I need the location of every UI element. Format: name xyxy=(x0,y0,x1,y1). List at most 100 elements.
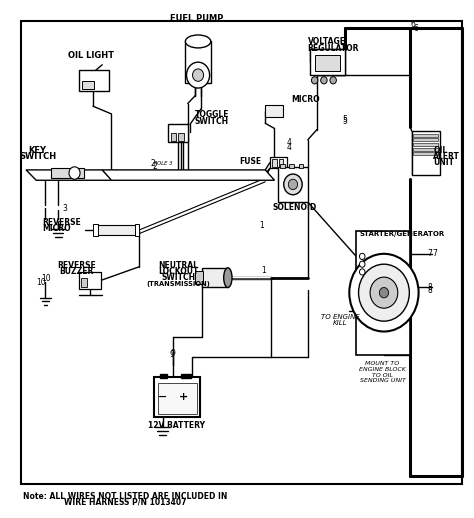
Text: OIL: OIL xyxy=(433,146,447,155)
Bar xyxy=(93,224,98,236)
Circle shape xyxy=(359,261,365,267)
Circle shape xyxy=(311,77,318,84)
Text: −: − xyxy=(158,392,167,402)
Circle shape xyxy=(284,174,302,195)
Circle shape xyxy=(358,264,410,321)
Text: TO OIL: TO OIL xyxy=(372,372,393,378)
Text: BUZZER: BUZZER xyxy=(60,267,94,277)
Text: Note: ALL WIRES NOT LISTED ARE INCLUDED IN: Note: ALL WIRES NOT LISTED ARE INCLUDED … xyxy=(23,492,228,501)
Bar xyxy=(158,383,197,414)
Circle shape xyxy=(359,253,365,260)
Bar xyxy=(79,272,101,289)
Circle shape xyxy=(379,287,389,298)
Text: FUEL PUMP: FUEL PUMP xyxy=(170,13,224,23)
Text: VOLTAGE: VOLTAGE xyxy=(308,37,346,46)
Bar xyxy=(168,124,188,142)
Bar xyxy=(413,152,438,155)
Text: UNIT: UNIT xyxy=(433,158,455,167)
Text: WIRE HARNESS P/N 1013407: WIRE HARNESS P/N 1013407 xyxy=(64,498,187,507)
Text: 7: 7 xyxy=(432,249,437,258)
Text: POLE 3: POLE 3 xyxy=(155,161,173,166)
Circle shape xyxy=(192,69,204,81)
Text: 9: 9 xyxy=(171,349,175,358)
Text: REVERSE: REVERSE xyxy=(42,218,81,227)
Text: NEUTRAL: NEUTRAL xyxy=(158,261,199,270)
Text: REVERSE: REVERSE xyxy=(57,261,96,270)
Text: 3: 3 xyxy=(56,221,61,230)
Text: 8: 8 xyxy=(428,283,432,292)
Text: OIL LIGHT: OIL LIGHT xyxy=(68,51,114,60)
Text: 8: 8 xyxy=(428,285,432,295)
Bar xyxy=(413,138,438,141)
Bar xyxy=(82,278,87,287)
Bar xyxy=(202,268,228,287)
Bar xyxy=(299,164,303,168)
Text: 6: 6 xyxy=(410,20,415,30)
Text: (TRANSMISSION): (TRANSMISSION) xyxy=(146,281,210,287)
Text: 5: 5 xyxy=(342,114,347,124)
Bar xyxy=(270,157,287,168)
Bar xyxy=(310,49,345,75)
Bar xyxy=(413,134,438,137)
Circle shape xyxy=(69,167,80,179)
Circle shape xyxy=(330,77,337,84)
Text: 4: 4 xyxy=(287,143,292,152)
Text: 1: 1 xyxy=(259,221,264,230)
Bar xyxy=(315,55,340,71)
Ellipse shape xyxy=(224,268,232,287)
Text: MICRO: MICRO xyxy=(292,95,320,104)
Bar xyxy=(413,148,438,151)
Bar xyxy=(135,224,139,236)
Bar xyxy=(272,159,277,167)
Text: TO ENGINE: TO ENGINE xyxy=(321,314,359,320)
Text: MICRO: MICRO xyxy=(42,224,71,234)
Circle shape xyxy=(288,179,298,190)
Polygon shape xyxy=(356,231,410,355)
Text: LOCKOUT: LOCKOUT xyxy=(158,267,199,276)
Bar xyxy=(178,133,183,141)
Text: 10: 10 xyxy=(41,274,50,283)
Circle shape xyxy=(359,269,365,275)
Text: 4: 4 xyxy=(287,138,292,147)
Bar xyxy=(195,271,203,284)
Text: 12V BATTERY: 12V BATTERY xyxy=(147,421,205,430)
Bar xyxy=(411,131,440,175)
Bar xyxy=(79,70,109,91)
Text: STARTER/GENERATOR: STARTER/GENERATOR xyxy=(360,231,445,237)
Circle shape xyxy=(321,77,327,84)
Text: 3: 3 xyxy=(62,204,67,213)
Text: SWITCH: SWITCH xyxy=(195,117,229,126)
Polygon shape xyxy=(102,170,274,180)
Text: 2: 2 xyxy=(152,162,157,171)
Text: 6: 6 xyxy=(414,24,419,33)
Circle shape xyxy=(370,277,398,308)
Text: 2: 2 xyxy=(151,159,155,168)
Text: 5: 5 xyxy=(342,117,347,126)
Text: SENDING UNIT: SENDING UNIT xyxy=(360,378,405,383)
Bar xyxy=(185,41,211,83)
Bar xyxy=(94,225,136,235)
Text: ALERT: ALERT xyxy=(433,152,460,161)
Bar xyxy=(155,377,200,417)
Text: SOLENOID: SOLENOID xyxy=(273,203,317,212)
Text: 1: 1 xyxy=(262,266,266,275)
Bar xyxy=(82,81,94,89)
Text: SWITCH: SWITCH xyxy=(19,152,56,161)
Bar xyxy=(52,168,84,178)
Text: SWITCH: SWITCH xyxy=(161,273,195,282)
Bar xyxy=(278,167,308,202)
Text: +: + xyxy=(179,392,188,402)
Circle shape xyxy=(187,62,210,88)
Bar xyxy=(289,164,294,168)
Text: REGULATOR: REGULATOR xyxy=(308,44,359,53)
Bar xyxy=(280,164,285,168)
Text: KEY: KEY xyxy=(28,146,46,155)
Bar xyxy=(413,143,438,146)
Ellipse shape xyxy=(185,35,211,48)
Bar xyxy=(160,374,167,378)
Circle shape xyxy=(349,254,419,332)
Bar xyxy=(181,374,191,378)
Bar xyxy=(265,105,283,117)
Text: 9: 9 xyxy=(169,350,174,359)
Text: FUSE: FUSE xyxy=(239,156,262,166)
